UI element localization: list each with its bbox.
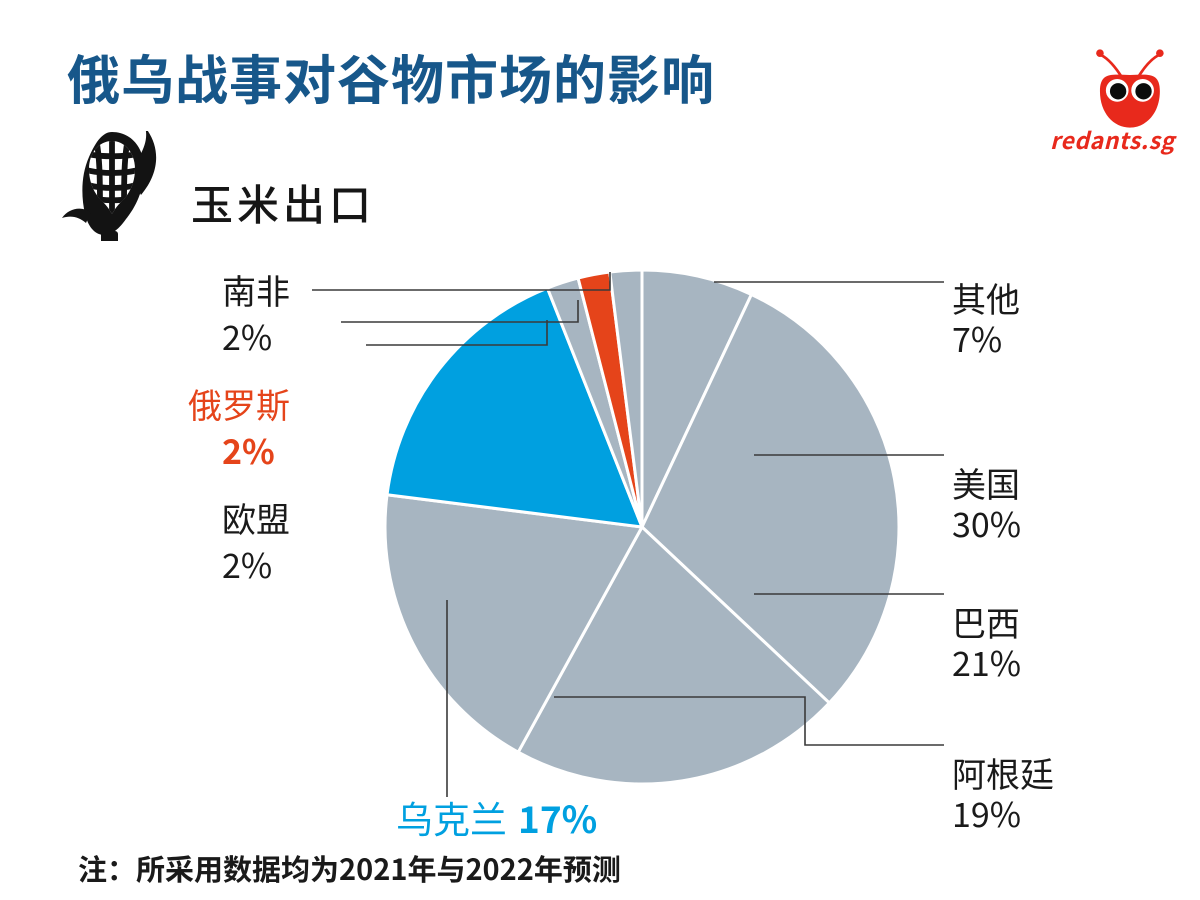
svg-text:2%: 2% <box>222 539 272 588</box>
svg-text:17%: 17% <box>518 790 597 844</box>
svg-text:欧盟: 欧盟 <box>222 493 290 542</box>
svg-text:19%: 19% <box>952 788 1021 837</box>
svg-text:7%: 7% <box>952 313 1002 362</box>
svg-text:乌克兰: 乌克兰 <box>396 790 507 844</box>
svg-text:2%: 2% <box>222 425 275 474</box>
svg-text:2%: 2% <box>222 311 272 360</box>
svg-text:俄罗斯: 俄罗斯 <box>188 379 290 428</box>
svg-text:南非: 南非 <box>222 265 290 314</box>
svg-text:21%: 21% <box>952 637 1021 686</box>
svg-text:30%: 30% <box>952 498 1021 547</box>
